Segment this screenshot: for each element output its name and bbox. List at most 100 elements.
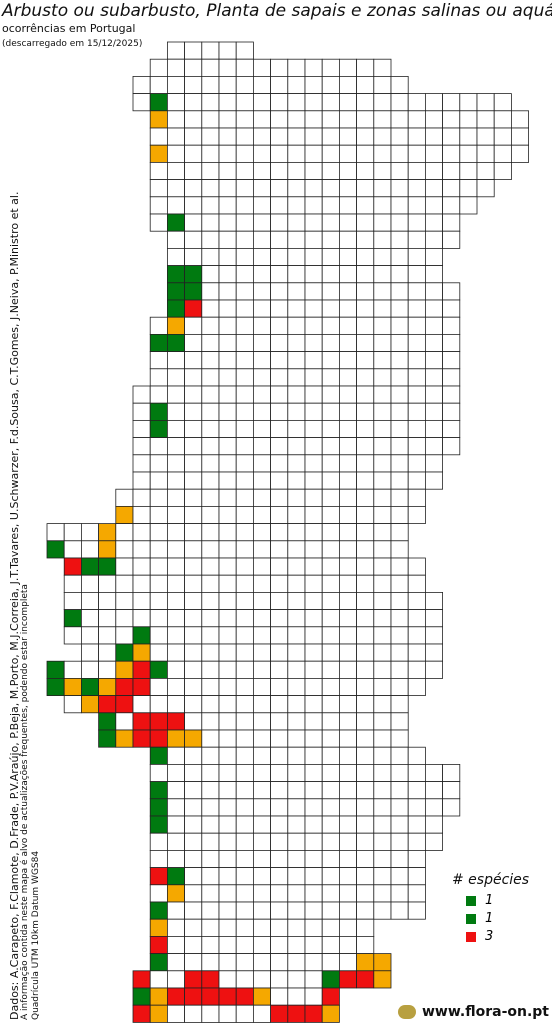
grid-cell bbox=[235, 729, 254, 748]
grid-cell bbox=[442, 419, 461, 438]
grid-cell bbox=[270, 385, 289, 404]
grid-cell bbox=[184, 402, 203, 421]
grid-cell bbox=[356, 746, 375, 765]
grid-cell bbox=[459, 93, 478, 112]
grid-cell bbox=[218, 523, 237, 542]
grid-cell bbox=[287, 351, 306, 370]
grid-cell bbox=[356, 454, 375, 473]
grid-cell bbox=[218, 815, 237, 834]
grid-cell bbox=[390, 815, 409, 834]
grid-cell bbox=[252, 798, 271, 817]
grid-cell bbox=[338, 402, 357, 421]
grid-cell bbox=[442, 110, 461, 129]
grid-cell bbox=[476, 179, 495, 198]
grid-cell bbox=[115, 660, 134, 679]
grid-cell bbox=[424, 454, 443, 473]
grid-cell bbox=[356, 540, 375, 559]
grid-cell bbox=[81, 643, 100, 662]
grid-cell bbox=[356, 643, 375, 662]
grid-cell bbox=[252, 265, 271, 284]
grid-cell bbox=[373, 196, 392, 215]
grid-cell bbox=[407, 867, 426, 886]
grid-cell bbox=[424, 316, 443, 335]
grid-cell bbox=[338, 574, 357, 593]
grid-cell bbox=[184, 695, 203, 714]
grid-cell bbox=[390, 764, 409, 783]
grid-cell bbox=[338, 970, 357, 989]
grid-cell bbox=[424, 609, 443, 628]
grid-cell bbox=[201, 437, 220, 456]
grid-cell bbox=[476, 110, 495, 129]
grid-cell bbox=[287, 299, 306, 318]
grid-cell bbox=[356, 419, 375, 438]
grid-cell bbox=[184, 213, 203, 232]
grid-cell bbox=[390, 626, 409, 645]
grid-cell bbox=[321, 402, 340, 421]
grid-cell bbox=[235, 523, 254, 542]
grid-cell bbox=[390, 660, 409, 679]
grid-cell bbox=[201, 58, 220, 77]
grid-cell bbox=[252, 901, 271, 920]
grid-cell bbox=[218, 316, 237, 335]
grid-cell bbox=[424, 333, 443, 352]
grid-cell bbox=[373, 93, 392, 112]
grid-cell bbox=[166, 196, 185, 215]
grid-cell bbox=[390, 454, 409, 473]
grid-cell bbox=[459, 196, 478, 215]
grid-cell bbox=[98, 660, 117, 679]
grid-cell bbox=[149, 746, 168, 765]
grid-cell bbox=[166, 884, 185, 903]
grid-cell bbox=[149, 918, 168, 937]
grid-cell bbox=[149, 609, 168, 628]
grid-cell bbox=[373, 781, 392, 800]
grid-cell bbox=[442, 161, 461, 180]
grid-cell bbox=[166, 41, 185, 60]
grid-cell bbox=[493, 161, 512, 180]
grid-cell bbox=[304, 179, 323, 198]
grid-cell bbox=[356, 488, 375, 507]
grid-cell bbox=[235, 127, 254, 146]
grid-cell bbox=[287, 247, 306, 266]
grid-cell bbox=[149, 574, 168, 593]
grid-cell bbox=[184, 901, 203, 920]
grid-cell bbox=[338, 299, 357, 318]
grid-cell bbox=[321, 333, 340, 352]
grid-cell bbox=[442, 764, 461, 783]
grid-cell bbox=[184, 76, 203, 95]
subtitle: ocorrências em Portugal bbox=[2, 22, 136, 35]
grid-cell bbox=[63, 592, 82, 611]
grid-cell bbox=[149, 557, 168, 576]
grid-cell bbox=[218, 850, 237, 869]
grid-cell bbox=[304, 488, 323, 507]
grid-cell bbox=[115, 540, 134, 559]
grid-cell bbox=[115, 557, 134, 576]
grid-cell bbox=[356, 265, 375, 284]
grid-cell bbox=[149, 333, 168, 352]
grid-cell bbox=[373, 540, 392, 559]
grid-cell bbox=[166, 402, 185, 421]
grid-cell bbox=[304, 815, 323, 834]
grid-cell bbox=[252, 316, 271, 335]
grid-cell bbox=[321, 660, 340, 679]
grid-cell bbox=[424, 265, 443, 284]
grid-cell bbox=[407, 368, 426, 387]
grid-cell bbox=[390, 850, 409, 869]
grid-cell bbox=[252, 333, 271, 352]
grid-cell bbox=[373, 523, 392, 542]
grid-cell bbox=[476, 127, 495, 146]
grid-cell bbox=[81, 540, 100, 559]
grid-cell bbox=[252, 179, 271, 198]
grid-cell bbox=[235, 419, 254, 438]
grid-cell bbox=[218, 144, 237, 163]
grid-cell bbox=[373, 299, 392, 318]
grid-cell bbox=[252, 385, 271, 404]
grid-cell bbox=[338, 936, 357, 955]
grid-cell bbox=[201, 454, 220, 473]
grid-cell bbox=[459, 127, 478, 146]
grid-cell bbox=[166, 316, 185, 335]
grid-cell bbox=[287, 712, 306, 731]
grid-cell bbox=[132, 557, 151, 576]
grid-cell bbox=[390, 247, 409, 266]
grid-cell bbox=[184, 179, 203, 198]
grid-cell bbox=[287, 850, 306, 869]
